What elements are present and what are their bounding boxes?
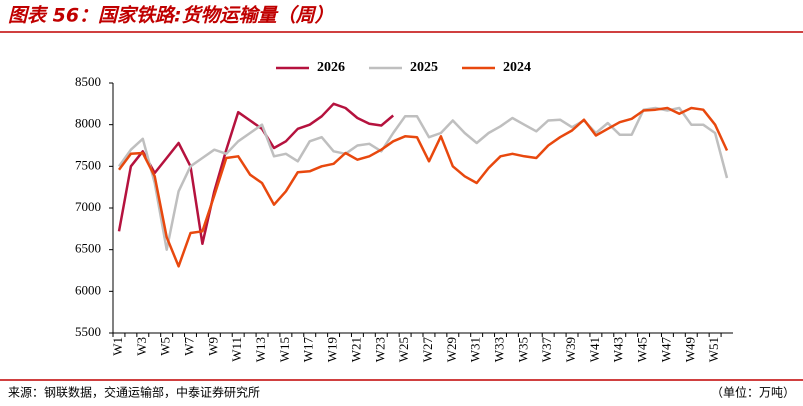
x-tick-label: W29: [444, 337, 459, 362]
x-tick-label: W23: [372, 337, 387, 362]
series-line: [117, 102, 395, 246]
x-tick-label: W9: [205, 337, 220, 356]
x-tick-label: W5: [158, 337, 173, 356]
x-tick-label: W33: [491, 337, 506, 362]
x-tick-label: W35: [515, 337, 530, 362]
y-tick-label: 5500: [75, 324, 101, 339]
x-tick-label: W43: [611, 337, 626, 362]
y-tick-label: 8500: [75, 74, 101, 89]
legend-label: 2025: [410, 60, 438, 75]
x-tick-label: W21: [348, 337, 363, 362]
legend-label: 2024: [503, 60, 531, 75]
source: 来源：钢联数据，交通运输部，中泰证券研究所: [8, 385, 260, 400]
y-tick-label: 7500: [75, 157, 101, 172]
x-tick-label: W27: [420, 337, 435, 363]
chart-title: 图表 56：国家铁路:货物运输量（周）: [8, 5, 334, 27]
unit: （单位：万吨）: [711, 385, 795, 400]
y-tick-label: 7000: [75, 199, 101, 214]
x-tick-label: W17: [301, 337, 316, 363]
y-tick-label: 6000: [75, 282, 101, 297]
x-tick-label: W11: [229, 337, 244, 362]
series-line: [117, 106, 729, 268]
x-tick-label: W15: [277, 337, 292, 362]
x-tick-label: W19: [325, 337, 340, 362]
series-line: [117, 106, 729, 251]
x-tick-label: W3: [134, 337, 149, 356]
x-tick-label: W49: [682, 337, 697, 362]
x-tick-label: W7: [181, 337, 196, 356]
y-tick-label: 6500: [75, 241, 101, 256]
x-tick-label: W41: [587, 337, 602, 362]
x-tick-label: W13: [253, 337, 268, 362]
x-tick-label: W39: [563, 337, 578, 362]
x-tick-label: W31: [468, 337, 483, 362]
x-tick-label: W37: [539, 337, 554, 363]
y-tick-label: 8000: [75, 116, 101, 131]
x-tick-label: W45: [635, 337, 650, 362]
x-tick-label: W1: [110, 337, 125, 356]
x-tick-label: W25: [396, 337, 411, 362]
x-tick-label: W47: [658, 337, 673, 363]
x-tick-label: W51: [706, 337, 721, 362]
legend-label: 2026: [317, 60, 345, 75]
